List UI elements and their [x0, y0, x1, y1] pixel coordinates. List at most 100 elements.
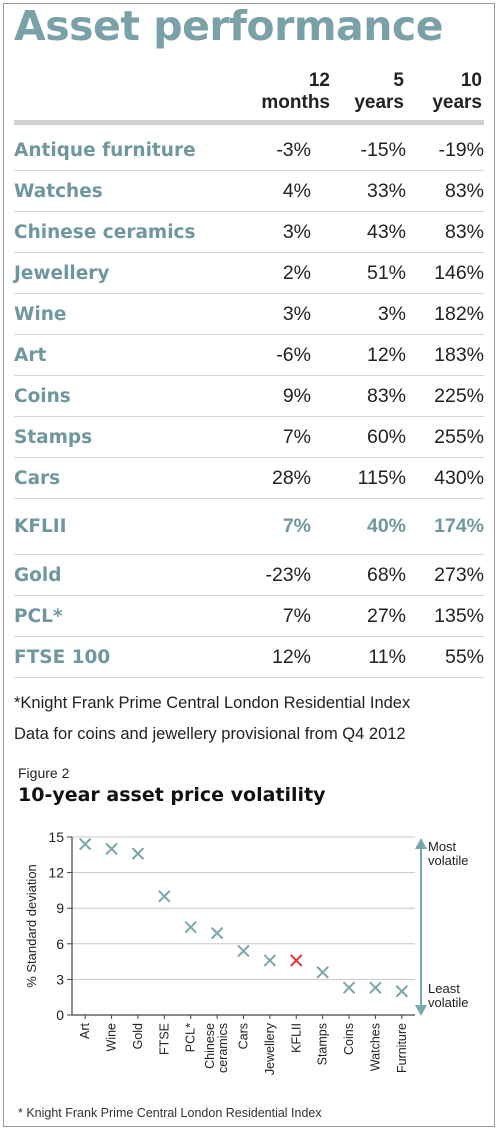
x-tick-label: PCL* — [184, 1023, 198, 1052]
chart-footnote: * Knight Frank Prime Central London Resi… — [18, 1106, 322, 1120]
table-row: Watches 4% 33% 83% — [14, 170, 484, 212]
note-line: Data for coins and jewellery provisional… — [14, 725, 406, 743]
marker-stroke — [131, 847, 145, 860]
column-header-10-years: 10 years — [416, 70, 482, 114]
asset-name: Antique furniture — [14, 130, 231, 171]
table-row: Antique furniture -3% -15% -19% — [14, 130, 484, 171]
data-point — [210, 926, 224, 940]
asset-name: Art — [14, 334, 231, 376]
x-tick-label-line: Jewellery — [263, 1022, 277, 1075]
data-point — [316, 966, 329, 979]
value-10-years: -19% — [406, 130, 484, 171]
asset-name: Watches — [14, 170, 231, 212]
x-tick-label: Cars — [237, 1023, 251, 1049]
asset-name: Jewellery — [14, 252, 231, 294]
y-tick-label: 3 — [56, 971, 64, 987]
volatility-chart: 0 3 6 9 12 15 % Standard deviation Art Wine Gold F… — [24, 829, 468, 1075]
table-notes: *Knight Frank Prime Central London Resid… — [14, 688, 410, 750]
asset-name: KFLII — [14, 498, 231, 555]
value-12-months: 4% — [231, 170, 311, 212]
data-point — [342, 981, 356, 994]
x-tick-label: Gold — [131, 1023, 145, 1049]
table-row: Art -6% 12% 183% — [14, 334, 484, 376]
x-tick-label-line: Furniture — [395, 1023, 409, 1073]
value-10-years: 55% — [406, 636, 484, 678]
column-header-line: years — [432, 92, 482, 113]
value-5-years: 115% — [311, 457, 406, 499]
asset-name: Gold — [14, 554, 231, 596]
value-5-years: 27% — [311, 595, 406, 637]
table-row: PCL* 7% 27% 135% — [14, 595, 484, 637]
value-10-years: 83% — [406, 211, 484, 253]
x-tick-label-line: Art — [78, 1022, 92, 1039]
x-tick-label: Chineseceramics — [203, 1023, 230, 1073]
table-row: Cars 28% 115% 430% — [14, 457, 484, 499]
table-row: KFLII 7% 40% 174% — [14, 498, 484, 555]
note-line: *Knight Frank Prime Central London Resid… — [14, 694, 411, 712]
asset-name: Coins — [14, 375, 231, 417]
data-point — [184, 920, 197, 934]
value-12-months: 3% — [231, 211, 311, 253]
column-header-line: 10 — [460, 70, 482, 91]
value-5-years: 83% — [311, 375, 406, 417]
x-tick-label: Wine — [105, 1023, 119, 1052]
marker-stroke — [395, 985, 409, 998]
marker-stroke — [342, 981, 356, 994]
value-5-years: 43% — [311, 211, 406, 253]
value-12-months: 7% — [231, 595, 311, 637]
asset-name: Chinese ceramics — [14, 211, 231, 253]
value-12-months: -23% — [231, 554, 311, 596]
value-12-months: -3% — [231, 130, 311, 171]
value-12-months: 9% — [231, 375, 311, 417]
y-tick-label: 0 — [56, 1007, 64, 1023]
asset-name: PCL* — [14, 595, 231, 637]
value-5-years: 40% — [311, 498, 406, 555]
value-10-years: 183% — [406, 334, 484, 376]
data-point — [131, 847, 145, 860]
marker-stroke — [158, 890, 171, 903]
y-tick-label: 12 — [48, 865, 64, 881]
x-tick-label-line: PCL* — [184, 1023, 198, 1052]
x-tick-label: Coins — [342, 1023, 356, 1055]
value-12-months: 3% — [231, 293, 311, 335]
marker-stroke — [369, 981, 382, 994]
y-axis-label: % Standard deviation — [24, 864, 39, 988]
chart-title: 10-year asset price volatility — [18, 784, 326, 806]
value-10-years: 174% — [406, 498, 484, 555]
panel-frame — [3, 3, 495, 1127]
y-tick-label: 9 — [56, 900, 64, 916]
value-5-years: 51% — [311, 252, 406, 294]
value-12-months: 7% — [231, 416, 311, 458]
value-5-years: -15% — [311, 130, 406, 171]
x-tick-label-line: Watches — [368, 1023, 382, 1071]
x-tick-label: KFLII — [289, 1023, 303, 1053]
value-12-months: 12% — [231, 636, 311, 678]
data-point — [78, 837, 92, 851]
x-tick-label-line: Coins — [342, 1023, 356, 1055]
x-tick-label: Jewellery — [263, 1022, 277, 1075]
annotation-least-volatile: Least — [428, 981, 460, 996]
data-point — [369, 981, 382, 994]
x-tick-label-line: Wine — [105, 1023, 119, 1052]
annotation-least-volatile: volatile — [428, 995, 468, 1010]
value-12-months: 7% — [231, 498, 311, 555]
value-10-years: 225% — [406, 375, 484, 417]
value-12-months: 28% — [231, 457, 311, 499]
x-tick-label-line: Gold — [131, 1023, 145, 1049]
annotation-most-volatile: volatile — [428, 853, 468, 868]
header-rule — [14, 120, 484, 125]
x-tick-label-line: KFLII — [289, 1023, 303, 1053]
annotation-most-volatile: Most — [428, 839, 457, 854]
value-12-months: -6% — [231, 334, 311, 376]
data-point — [105, 842, 118, 856]
y-tick-label: 15 — [48, 829, 64, 845]
value-10-years: 182% — [406, 293, 484, 335]
value-5-years: 11% — [311, 636, 406, 678]
x-tick-label-line: Chinese — [203, 1023, 217, 1069]
marker-stroke — [316, 966, 329, 979]
x-tick-label-line: Cars — [237, 1023, 251, 1049]
value-5-years: 60% — [311, 416, 406, 458]
marker-stroke — [263, 954, 277, 967]
value-10-years: 255% — [406, 416, 484, 458]
column-header-line: years — [354, 92, 404, 113]
